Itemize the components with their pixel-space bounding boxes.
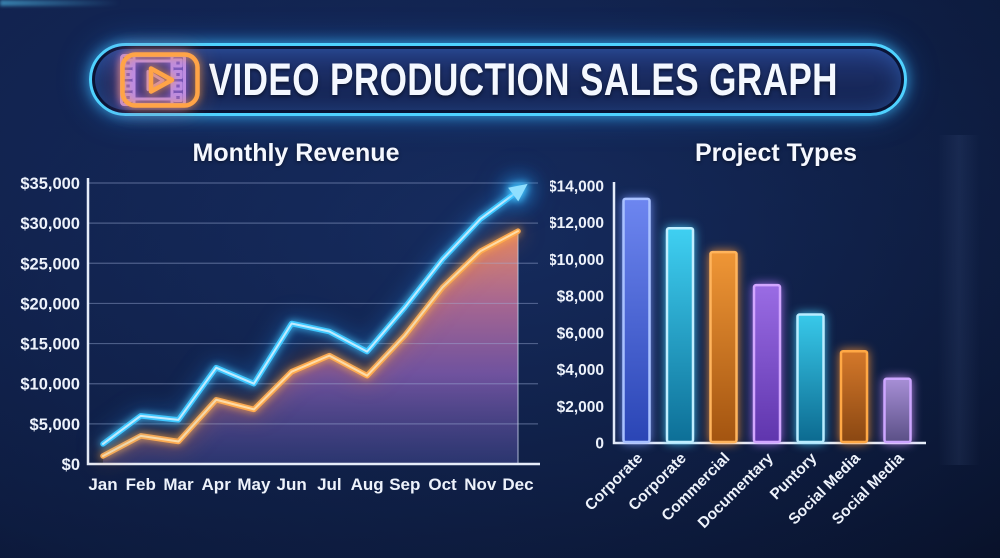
y-tick-label: $6,000: [557, 325, 604, 342]
bar: [709, 250, 738, 444]
month-label: Jan: [88, 475, 117, 494]
month-label: Oct: [428, 475, 457, 494]
month-label: Aug: [351, 475, 384, 494]
project-types-bar-chart: 0 $2,000 $4,000 $6,000 $8,000 $10,000 $12,000 $…: [550, 179, 926, 532]
revenue-chart-title: Monthly Revenue: [192, 139, 400, 167]
month-label: Jul: [317, 475, 342, 494]
month-label: Nov: [464, 475, 497, 494]
y-tick-label: $8,000: [557, 289, 604, 306]
right-light-streak: [938, 135, 980, 465]
play-button-icon: [120, 51, 200, 108]
axis-lines: [86, 178, 540, 466]
bar: [883, 377, 912, 444]
month-label: Feb: [126, 475, 156, 494]
bar: [796, 313, 825, 444]
title-banner: VIDEO PRODUCTION SALES GRAPH: [89, 43, 907, 116]
y-tick-label: $0: [62, 456, 80, 474]
revenue-line-orange: [100, 228, 521, 459]
revenue-line-blue: [100, 183, 528, 447]
bar: [752, 283, 782, 444]
revenue-area-fill: [103, 231, 518, 463]
y-tick-label: $30,000: [20, 215, 80, 233]
month-label: Dec: [502, 475, 533, 494]
projects-chart-title: Project Types: [694, 139, 858, 167]
y-tick-label: $15,000: [20, 336, 80, 354]
y-tick-label: $5,000: [30, 416, 80, 434]
y-tick-label: $10,000: [550, 252, 604, 269]
month-label: Sep: [389, 475, 420, 494]
monthly-revenue-line-chart: $0 $5,000 $10,000 $15,000 $20,000 $25,000 $30,…: [20, 175, 540, 494]
bar: [839, 349, 869, 444]
y-tick-label: $10,000: [20, 376, 80, 394]
y-tick-label: $2,000: [557, 399, 604, 416]
month-label: May: [237, 475, 271, 494]
bar: [665, 226, 695, 444]
month-label: Jun: [277, 475, 307, 494]
y-tick-label: $4,000: [557, 362, 604, 379]
trend-arrowhead: [508, 183, 528, 202]
month-label: Apr: [202, 475, 232, 494]
y-tick-label: $25,000: [20, 255, 80, 273]
y-tick-label: $35,000: [20, 175, 80, 193]
y-tick-label: $20,000: [20, 295, 80, 313]
top-left-light-streak: [0, 0, 120, 6]
y-tick-label: $12,000: [550, 215, 604, 232]
category-label: Documentary: [695, 450, 777, 532]
bar: [622, 197, 651, 444]
month-label: Mar: [163, 475, 194, 494]
y-tick-label: 0: [595, 436, 604, 453]
y-tick-label: $14,000: [550, 179, 604, 196]
page-title: VIDEO PRODUCTION SALES GRAPH: [208, 53, 838, 105]
